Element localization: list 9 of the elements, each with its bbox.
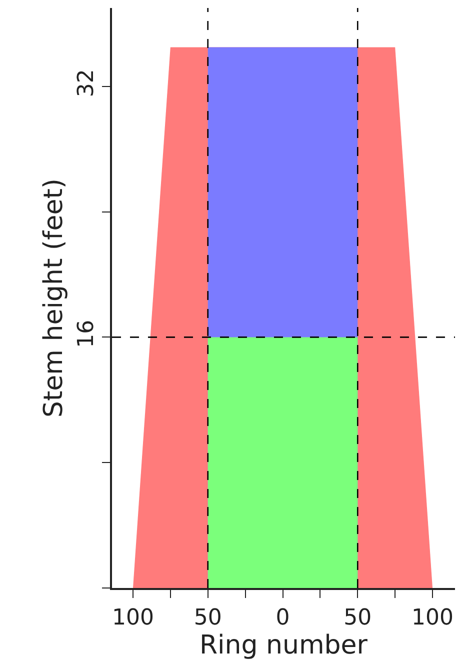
x-tick-label: 100 [112,605,154,630]
x-tick-label: 50 [344,605,372,630]
x-tick-label: 50 [194,605,222,630]
x-tick-label: 0 [276,605,290,630]
x-axis-title: Ring number [199,630,368,660]
y-tick-label: 16 [74,320,100,348]
y-tick-label: 32 [74,69,100,98]
y-axis-title: Stem height (feet) [39,178,70,418]
x-tick-label: 100 [412,605,454,630]
